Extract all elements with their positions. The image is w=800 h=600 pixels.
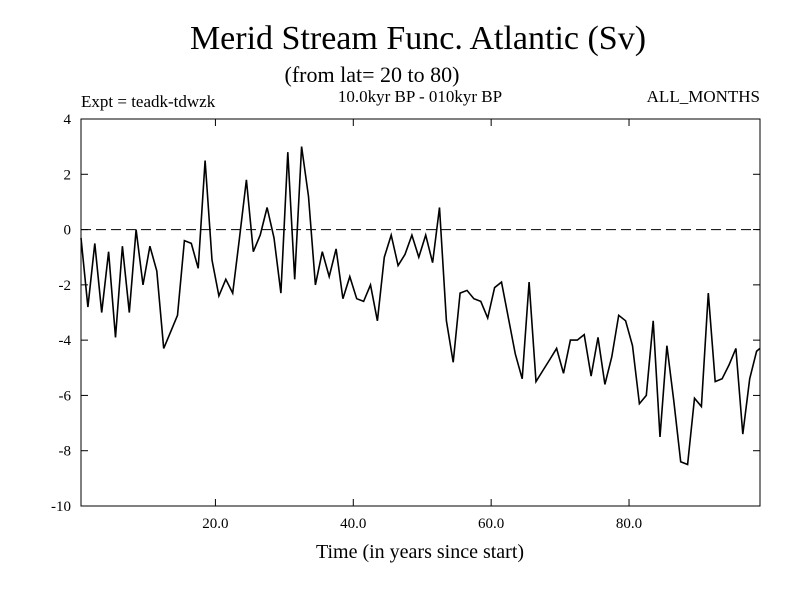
y-tick-label: -6 xyxy=(59,388,72,404)
y-tick-label: -10 xyxy=(51,499,71,515)
y-tick-label: -8 xyxy=(59,444,72,460)
x-axis-label: Time (in years since start) xyxy=(316,541,524,563)
expt-label: Expt = teadk-tdwzk xyxy=(81,92,216,111)
chart-subtitle: (from lat= 20 to 80) xyxy=(285,62,460,87)
months-label: ALL_MONTHS xyxy=(647,87,760,106)
y-tick-label: 0 xyxy=(64,223,72,239)
x-tick-label: 20.0 xyxy=(202,516,228,532)
y-tick-label: -4 xyxy=(59,333,72,349)
chart-title: Merid Stream Func. Atlantic (Sv) xyxy=(190,20,646,57)
period-label: 10.0kyr BP - 010kyr BP xyxy=(338,87,502,106)
series-line xyxy=(80,146,761,466)
x-tick-label: 80.0 xyxy=(616,516,642,532)
x-tick-label: 40.0 xyxy=(340,516,366,532)
y-tick-label: -2 xyxy=(59,278,72,294)
x-tick-label: 60.0 xyxy=(478,516,504,532)
y-tick-label: 2 xyxy=(64,167,72,183)
plot-frame xyxy=(80,118,761,507)
y-tick-label: 4 xyxy=(64,112,72,128)
